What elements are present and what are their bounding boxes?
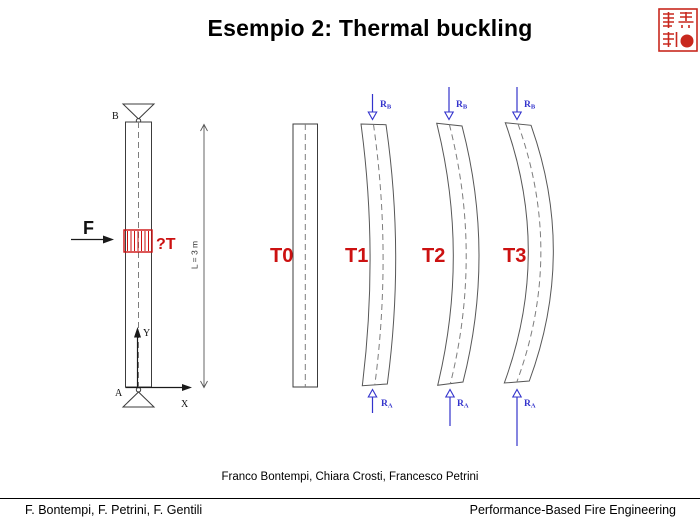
length-label: L = 3 m (190, 241, 200, 269)
t1-top-arrowhead (367, 111, 378, 121)
stage-t0: T0 (270, 123, 318, 388)
y-axis-arrowhead (134, 327, 141, 338)
stage-t1: RB T1 RA (345, 94, 397, 413)
x-axis-arrowhead (182, 384, 192, 391)
stage-t3: RB T3 RA (503, 87, 554, 446)
length-dimension: L = 3 m (190, 123, 208, 389)
y-axis-label: Y (143, 328, 150, 339)
t1-top-reaction-label: RB (380, 100, 392, 111)
footer-divider (0, 498, 700, 499)
t1-centerline (373, 124, 384, 385)
seal-logo (658, 8, 698, 52)
t1-bottom-arrowhead (367, 388, 378, 398)
node-b-label: B (112, 111, 119, 122)
node-a-label: A (115, 388, 123, 399)
t2-top-reaction-label: RB (456, 100, 468, 111)
pin-support-bottom (121, 391, 156, 408)
force-label: F (83, 218, 94, 238)
t3-label: T3 (503, 245, 526, 267)
t2-column (436, 122, 480, 386)
t1-label: T1 (345, 245, 368, 267)
t0-label: T0 (270, 245, 293, 267)
t3-top-reaction-label: RB (524, 100, 536, 111)
heated-segment-hatch (123, 229, 153, 253)
initial-column-figure: Y X B A F ?T L = 3 m (71, 103, 208, 410)
seal-glyphs (663, 12, 694, 48)
t3-bottom-reaction-label: RA (524, 399, 536, 410)
seal-border (658, 8, 698, 52)
t2-centerline (448, 124, 467, 384)
stage-t2: RB T2 RA (422, 87, 480, 426)
t1-column (360, 123, 397, 387)
t3-top-arrowhead (511, 111, 523, 121)
t3-centerline (516, 123, 542, 383)
authors-credits: Franco Bontempi, Chiara Crosti, Francesc… (221, 471, 479, 483)
t2-label: T2 (422, 245, 445, 267)
footer-authors: F. Bontempi, F. Petrini, F. Gentili (25, 503, 203, 517)
thermal-delta-label: ?T (156, 236, 176, 253)
slide-title: Esempio 2: Thermal buckling (207, 15, 533, 41)
t1-bottom-reaction-label: RA (381, 399, 393, 410)
footer-course-title: Performance-Based Fire Engineering (469, 503, 676, 517)
t2-top-arrowhead (443, 111, 455, 121)
t2-bottom-reaction-label: RA (457, 399, 469, 410)
seal-dot (680, 34, 694, 48)
t3-column (503, 122, 554, 384)
x-axis-label: X (181, 399, 189, 410)
force-arrowhead (103, 235, 114, 244)
t2-bottom-arrowhead (444, 388, 456, 398)
pin-support-top (121, 103, 156, 120)
t3-bottom-arrowhead (511, 388, 523, 398)
